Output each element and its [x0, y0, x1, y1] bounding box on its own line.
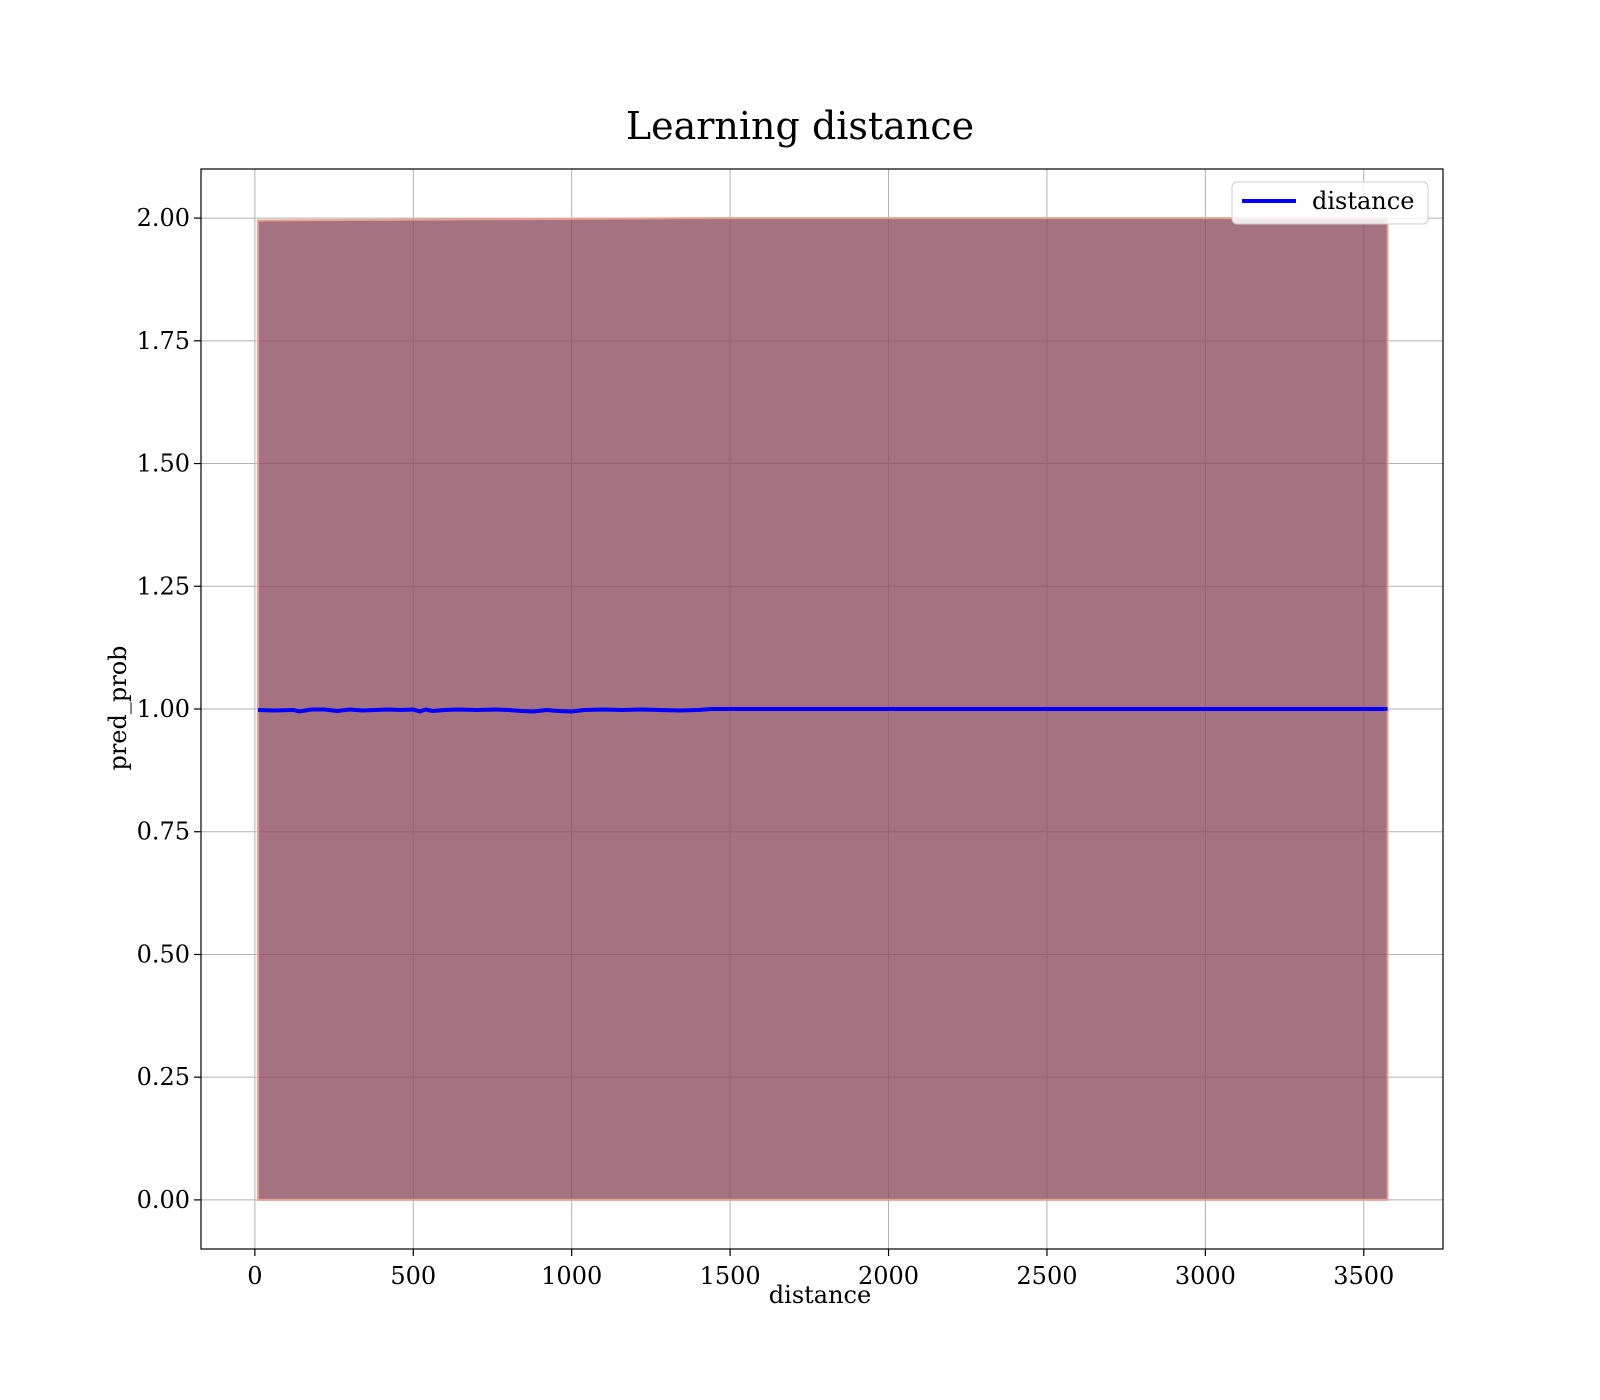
y-tick-label: 0.50: [137, 940, 190, 968]
y-tick-label: 0.00: [137, 1186, 190, 1214]
x-tick-label: 1500: [700, 1262, 761, 1290]
y-axis-ticks: 0.00 0.25 0.50 0.75 1.00 1.25 1.50 1.75 2.00: [137, 204, 201, 1214]
legend-box: [1231, 181, 1429, 225]
x-tick-label: 3500: [1333, 1262, 1394, 1290]
y-tick-label: 1.50: [137, 450, 190, 478]
legend: distance: [1231, 181, 1429, 225]
y-tick-label: 1.00: [137, 695, 190, 723]
y-tick-label: 2.00: [137, 204, 190, 232]
series-line-distance: [257, 707, 1388, 714]
x-tick-label: 3000: [1175, 1262, 1236, 1290]
x-axis-label: distance: [769, 1281, 871, 1309]
x-tick-label: 1000: [541, 1262, 602, 1290]
y-tick-label: 1.75: [137, 327, 190, 355]
x-tick-label: 2000: [858, 1262, 919, 1290]
x-tick-label: 2500: [1016, 1262, 1077, 1290]
series-layer: [257, 707, 1388, 714]
y-tick-label: 0.75: [137, 818, 190, 846]
y-axis-label: pred_prob: [104, 645, 132, 770]
x-tick-label: 0: [247, 1262, 262, 1290]
chart-title: Learning distance: [626, 104, 974, 148]
x-tick-label: 500: [390, 1262, 436, 1290]
x-axis-ticks: 0 500 1000 1500 2000 2500 3000 3500: [247, 1249, 1394, 1290]
legend-label-distance: distance: [1312, 187, 1414, 215]
y-tick-label: 1.25: [137, 572, 190, 600]
y-tick-label: 0.25: [137, 1063, 190, 1091]
